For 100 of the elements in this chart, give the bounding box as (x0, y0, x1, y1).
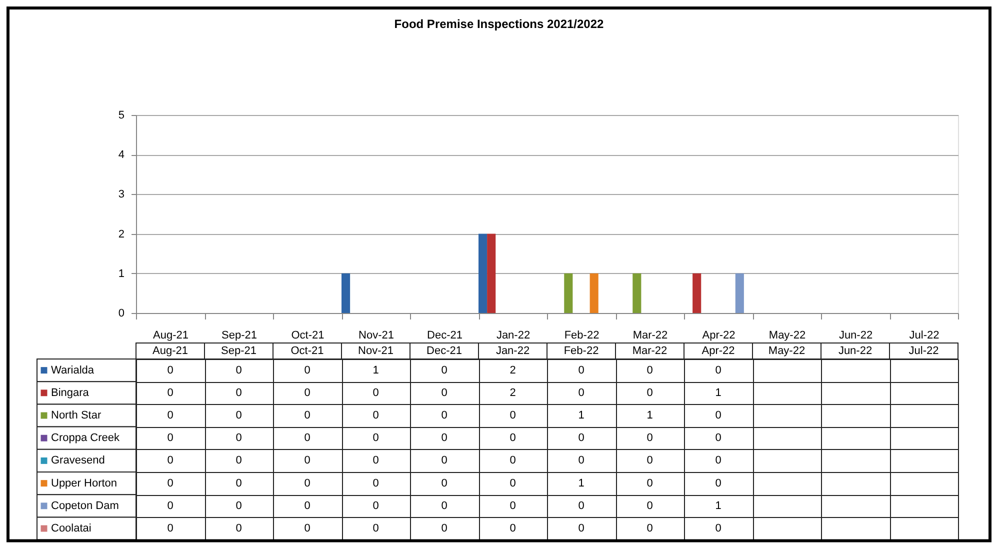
x-tick-label: Jun-22 (838, 330, 873, 342)
legend-label: Copeton Dam (51, 500, 119, 512)
data-label: 0 (372, 477, 379, 490)
legend-label: Coolatai (51, 522, 92, 534)
data-label: 0 (441, 522, 448, 534)
data-label: 0 (167, 410, 174, 422)
data-label: 0 (236, 432, 242, 444)
category-label: Oct-21 (290, 345, 324, 357)
data-label: 0 (167, 500, 174, 512)
data-label: 0 (646, 477, 653, 490)
data-label: 0 (715, 364, 722, 376)
data-label: 0 (715, 410, 722, 422)
category-label: Sep-21 (221, 345, 256, 357)
data-label: 0 (510, 454, 516, 467)
data-label: 0 (441, 500, 448, 512)
chart-title: Food Premise Inspections 2021/2022 (394, 17, 604, 31)
y-tick-label: 4 (118, 149, 124, 162)
data-label: 0 (304, 432, 310, 444)
data-label: 0 (236, 454, 242, 467)
data-label: 0 (372, 500, 379, 512)
legend-label: Gravesend (51, 454, 105, 467)
data-label: 0 (646, 364, 653, 376)
data-label: 1 (578, 410, 584, 422)
y-tick-label: 0 (118, 308, 124, 320)
data-label: 0 (441, 386, 448, 399)
data-label: 0 (236, 364, 242, 376)
y-tick-label: 5 (118, 110, 124, 122)
data-label: 0 (441, 364, 448, 376)
data-label: 0 (167, 454, 174, 467)
data-label: 0 (304, 386, 310, 399)
data-label: 0 (236, 500, 242, 512)
data-label: 1 (578, 477, 584, 490)
data-label: 0 (646, 454, 653, 467)
data-label: 2 (510, 386, 516, 399)
data-label: 0 (167, 386, 174, 399)
data-label: 1 (715, 500, 722, 512)
y-tick-label: 2 (118, 228, 124, 240)
category-label: Jan-22 (496, 345, 530, 357)
data-label: 0 (441, 454, 448, 467)
data-label: 0 (304, 454, 310, 467)
x-tick-label: Nov-21 (358, 330, 394, 342)
legend-label: North Star (51, 410, 102, 422)
category-label: Jul-22 (908, 345, 939, 357)
data-label: 0 (578, 364, 584, 376)
data-label: 0 (304, 364, 310, 376)
category-label: Aug-21 (152, 345, 188, 357)
data-label: 0 (646, 500, 653, 512)
data-label: 0 (236, 386, 242, 399)
data-label: 0 (646, 386, 653, 399)
data-label: 0 (372, 386, 379, 399)
data-label: 1 (646, 410, 653, 422)
data-label: 0 (236, 410, 242, 422)
x-tick-label: Feb-22 (564, 330, 600, 342)
data-label: 0 (441, 477, 448, 490)
data-label: 0 (304, 477, 310, 490)
x-tick-label: Jan-22 (496, 330, 530, 342)
data-label: 2 (510, 364, 516, 376)
x-tick-label: May-22 (768, 330, 806, 342)
data-label: 0 (441, 410, 448, 422)
data-label: 0 (578, 500, 584, 512)
data-label: 0 (167, 432, 174, 444)
data-label: 0 (236, 477, 242, 490)
data-label: 0 (715, 432, 722, 444)
category-label: Feb-22 (564, 345, 599, 357)
category-label: Mar-22 (632, 345, 668, 357)
data-label: 0 (715, 522, 722, 534)
data-label: 0 (578, 522, 584, 534)
data-label: 0 (578, 454, 584, 467)
data-label: 0 (510, 432, 516, 444)
data-label: 0 (646, 432, 653, 444)
y-tick-label: 1 (118, 268, 124, 280)
category-label: Dec-21 (426, 345, 462, 357)
legend-label: Upper Horton (51, 477, 118, 490)
data-label: 0 (372, 522, 379, 534)
category-label: Nov-21 (358, 345, 394, 357)
data-label: 0 (510, 500, 516, 512)
data-label: 0 (715, 477, 722, 490)
data-label: 0 (578, 386, 584, 399)
x-tick-label: Mar-22 (632, 330, 668, 342)
data-label: 0 (167, 364, 174, 376)
category-label: Jun-22 (838, 345, 872, 357)
data-label: 0 (510, 477, 516, 490)
legend-label: Warialda (51, 364, 95, 376)
x-tick-label: Dec-21 (427, 330, 462, 342)
legend-label: Bingara (51, 386, 90, 399)
x-tick-label: Jul-22 (909, 330, 940, 342)
data-label: 1 (715, 386, 722, 399)
data-label: 0 (167, 477, 174, 490)
x-tick-label: Apr-22 (702, 330, 736, 342)
category-label: May-22 (768, 345, 806, 357)
data-label: 0 (304, 522, 310, 534)
data-label: 0 (372, 454, 379, 467)
data-label: 0 (578, 432, 584, 444)
x-tick-label: Oct-21 (291, 330, 324, 342)
data-label: 0 (646, 522, 653, 534)
data-label: 0 (304, 410, 310, 422)
data-label: 0 (372, 432, 379, 444)
data-label: 0 (715, 454, 722, 467)
category-label: Apr-22 (702, 345, 735, 357)
data-label: 0 (510, 410, 516, 422)
